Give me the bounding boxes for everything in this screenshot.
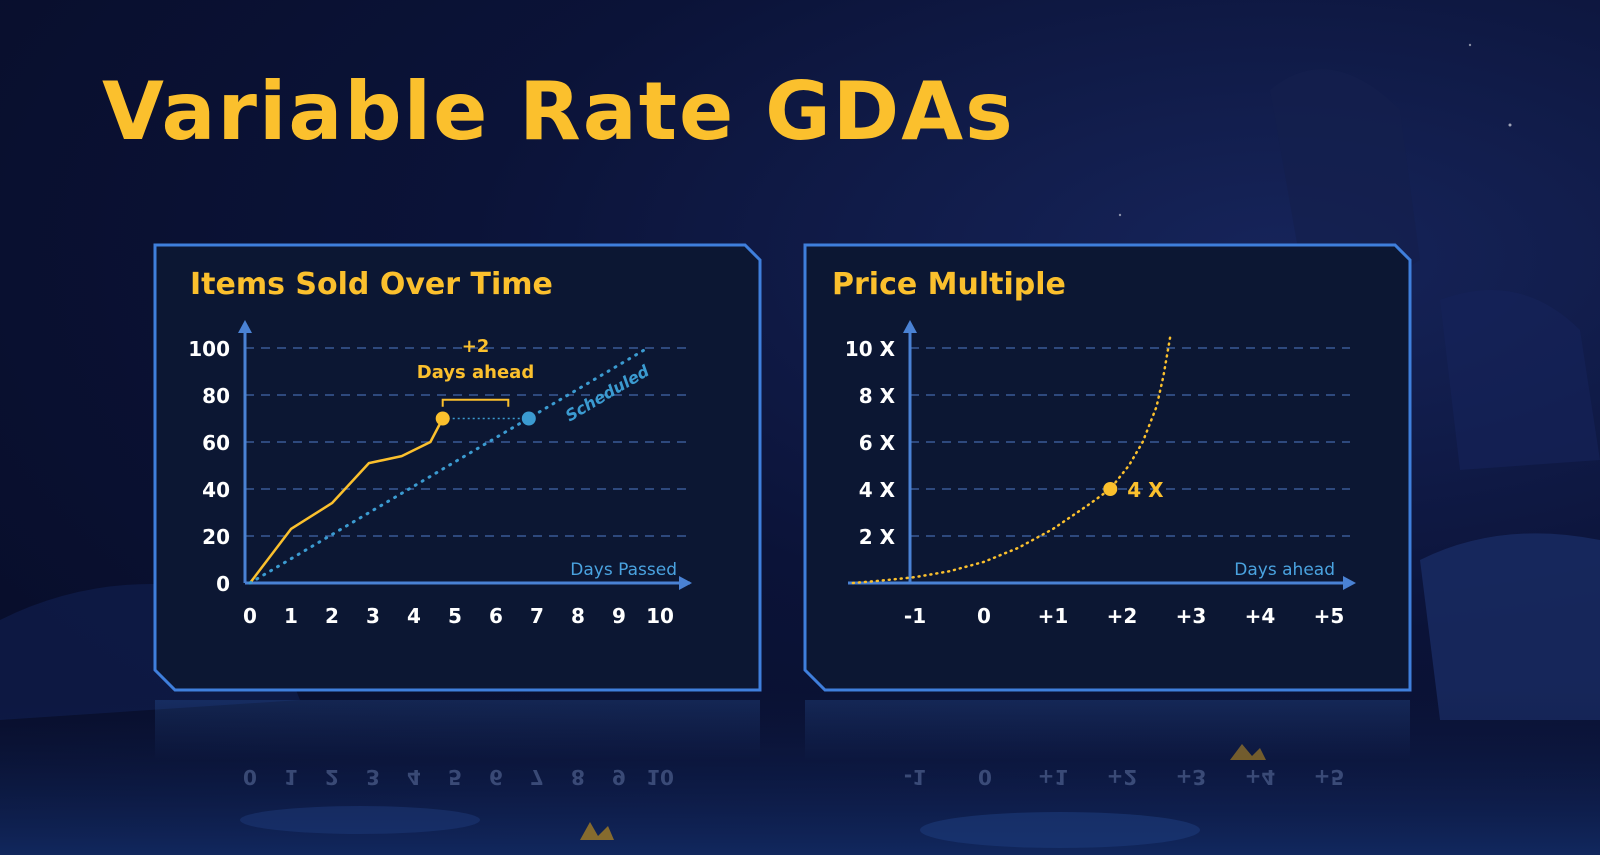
x-tick-label: 4 <box>407 604 421 628</box>
price-multiple-chart: 2 X 4 X 6 X 8 X 10 X -1 0 +1 +2 +3 +4 +5 Days ahead 4… <box>845 320 1356 628</box>
left-chart-panel <box>153 243 762 692</box>
x-axis-label: Days Passed <box>570 560 677 580</box>
x-tick-label: 7 <box>530 604 544 628</box>
y-tick-label: 60 <box>202 431 230 455</box>
scheduled-point <box>521 411 536 426</box>
y-axis-arrowhead <box>238 320 252 333</box>
x-tick-label: 2 <box>325 604 339 628</box>
y-tick-label: 2 X <box>859 525 896 549</box>
reflected-tick: 0 <box>978 765 992 789</box>
current-price-label: 4 X <box>1127 478 1164 502</box>
reflected-tick: +5 <box>1314 765 1345 789</box>
y-tick-label: 20 <box>202 525 230 549</box>
x-tick-label: 3 <box>366 604 380 628</box>
x-axis-arrowhead <box>1343 576 1356 590</box>
x-tick-label: 10 <box>646 604 674 628</box>
reflected-tick: 4 <box>407 765 421 789</box>
reflected-tick: 2 <box>325 765 339 789</box>
x-axis-arrowhead <box>679 576 692 590</box>
y-axis-arrowhead <box>903 320 917 333</box>
current-price-point <box>1103 482 1118 496</box>
panel-reflections <box>155 700 1410 760</box>
days-ahead-label: Days ahead <box>417 362 534 383</box>
reflected-tick: 9 <box>612 765 626 789</box>
page-title: Variable Rate GDAs <box>102 65 1015 158</box>
y-tick-label: 6 X <box>859 431 896 455</box>
price-multiple-curve <box>851 335 1172 585</box>
reflected-tick: +2 <box>1107 765 1138 789</box>
x-tick-label: 8 <box>571 604 585 628</box>
x-tick-label: 9 <box>612 604 626 628</box>
right-chart-title: Price Multiple <box>832 267 1066 302</box>
x-tick-label: +3 <box>1176 604 1207 628</box>
reflected-tick: +3 <box>1176 765 1207 789</box>
x-tick-label: 0 <box>977 604 991 628</box>
y-tick-label: 100 <box>188 337 230 361</box>
days-ahead-value: +2 <box>462 336 490 357</box>
reflected-tick: 8 <box>571 765 585 789</box>
current-sales-point <box>435 411 450 426</box>
y-tick-label: 10 X <box>845 337 896 361</box>
reflected-tick: 3 <box>366 765 380 789</box>
x-tick-label: +1 <box>1038 604 1069 628</box>
reflected-tick: 0 <box>243 765 257 789</box>
x-axis-label: Days ahead <box>1234 560 1335 580</box>
reflected-tick: 6 <box>489 765 503 789</box>
y-tick-label: 0 <box>216 572 230 596</box>
reflected-tick: +4 <box>1245 765 1276 789</box>
x-tick-label: 1 <box>284 604 298 628</box>
x-tick-label: 0 <box>243 604 257 628</box>
y-tick-label: 8 X <box>859 384 896 408</box>
x-tick-label: +4 <box>1245 604 1276 628</box>
y-tick-label: 40 <box>202 478 230 502</box>
reflected-tick: 5 <box>448 765 462 789</box>
x-tick-label: +5 <box>1314 604 1345 628</box>
right-chart-panel <box>803 243 1412 692</box>
reflected-tick-labels: 0 1 2 3 4 5 6 7 8 9 10 -1 0 +1 +2 +3 +4 +5 <box>243 765 1344 789</box>
left-chart-title: Items Sold Over Time <box>190 267 553 302</box>
reflected-tick: -1 <box>904 765 926 789</box>
reflected-tick: +1 <box>1038 765 1069 789</box>
reflected-tick: 7 <box>530 765 544 789</box>
x-tick-label: -1 <box>904 604 926 628</box>
y-tick-label: 4 X <box>859 478 896 502</box>
y-tick-label: 80 <box>202 384 230 408</box>
days-ahead-bracket <box>441 398 510 407</box>
x-tick-label: +2 <box>1107 604 1138 628</box>
x-tick-label: 5 <box>448 604 462 628</box>
actual-sales-line <box>249 417 444 584</box>
reflected-tick: 10 <box>646 765 674 789</box>
reflected-tick: 1 <box>284 765 298 789</box>
x-tick-label: 6 <box>489 604 503 628</box>
